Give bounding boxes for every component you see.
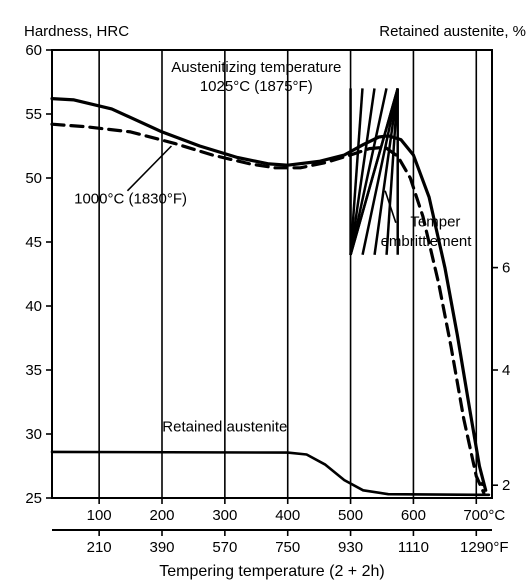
x-bottom-tick-label: 1110 xyxy=(398,539,429,556)
x-bottom-tick-label: 570 xyxy=(212,539,237,556)
y-left-tick-label: 40 xyxy=(25,298,42,315)
x-bottom-tick-label: 1290°F xyxy=(460,539,509,556)
y-left-tick-label: 45 xyxy=(25,234,42,251)
x-top-tick-label: 300 xyxy=(212,507,237,524)
austenitizing-label-1: Austenitizing temperature xyxy=(171,59,341,76)
series-1000-label: 1000°C (1830°F) xyxy=(74,191,187,208)
hatch-line xyxy=(351,88,375,254)
chart-svg: 25 30 35 40 45 50 55 60 2 4 6 100 200 300 400 500 600 700… xyxy=(0,0,529,588)
tempering-hardness-chart: 25 30 35 40 45 50 55 60 2 4 6 100 200 300 400 500 600 700… xyxy=(0,0,529,588)
y-left-tick-label: 35 xyxy=(25,362,42,379)
x-bottom-tick-label: 390 xyxy=(149,539,174,556)
x-top-tick-label: 700°C xyxy=(463,507,505,524)
y-left-tick-label: 55 xyxy=(25,106,42,123)
temper-label-1: Temper xyxy=(410,214,460,231)
y-right-tick-label: 6 xyxy=(502,260,510,277)
x-top-tick-label: 600 xyxy=(401,507,426,524)
y-left-tick-label: 60 xyxy=(25,42,42,59)
x-top-tick-label: 400 xyxy=(275,507,300,524)
x-bottom-tick-label: 930 xyxy=(338,539,363,556)
y-right-title: Retained austenite, % xyxy=(379,23,526,40)
retained-austenite-label: Retained austenite xyxy=(162,418,287,435)
y-left-tick-label: 30 xyxy=(25,426,42,443)
y-left-tick-label: 50 xyxy=(25,170,42,187)
y-left-tick-label: 25 xyxy=(25,490,42,507)
leader-to-1000 xyxy=(127,146,171,191)
x-axis-title: Tempering temperature (2 + 2h) xyxy=(159,563,384,580)
series-1000c-curve xyxy=(52,124,484,493)
austenitizing-label-2: 1025°C (1875°F) xyxy=(200,78,313,95)
y-right-tick-label: 2 xyxy=(502,477,510,494)
temper-label-2: embrittlement xyxy=(381,233,473,250)
y-right-tick-label: 4 xyxy=(502,362,510,379)
x-bottom-tick-label: 210 xyxy=(87,539,112,556)
x-top-tick-label: 200 xyxy=(149,507,174,524)
y-left-title: Hardness, HRC xyxy=(24,23,129,40)
data-dot xyxy=(480,482,484,486)
x-top-tick-label: 500 xyxy=(338,507,363,524)
hatch-line xyxy=(375,88,398,254)
retained-austenite-curve xyxy=(52,452,489,495)
x-top-tick-label: 100 xyxy=(87,507,112,524)
x-bottom-tick-label: 750 xyxy=(275,539,300,556)
